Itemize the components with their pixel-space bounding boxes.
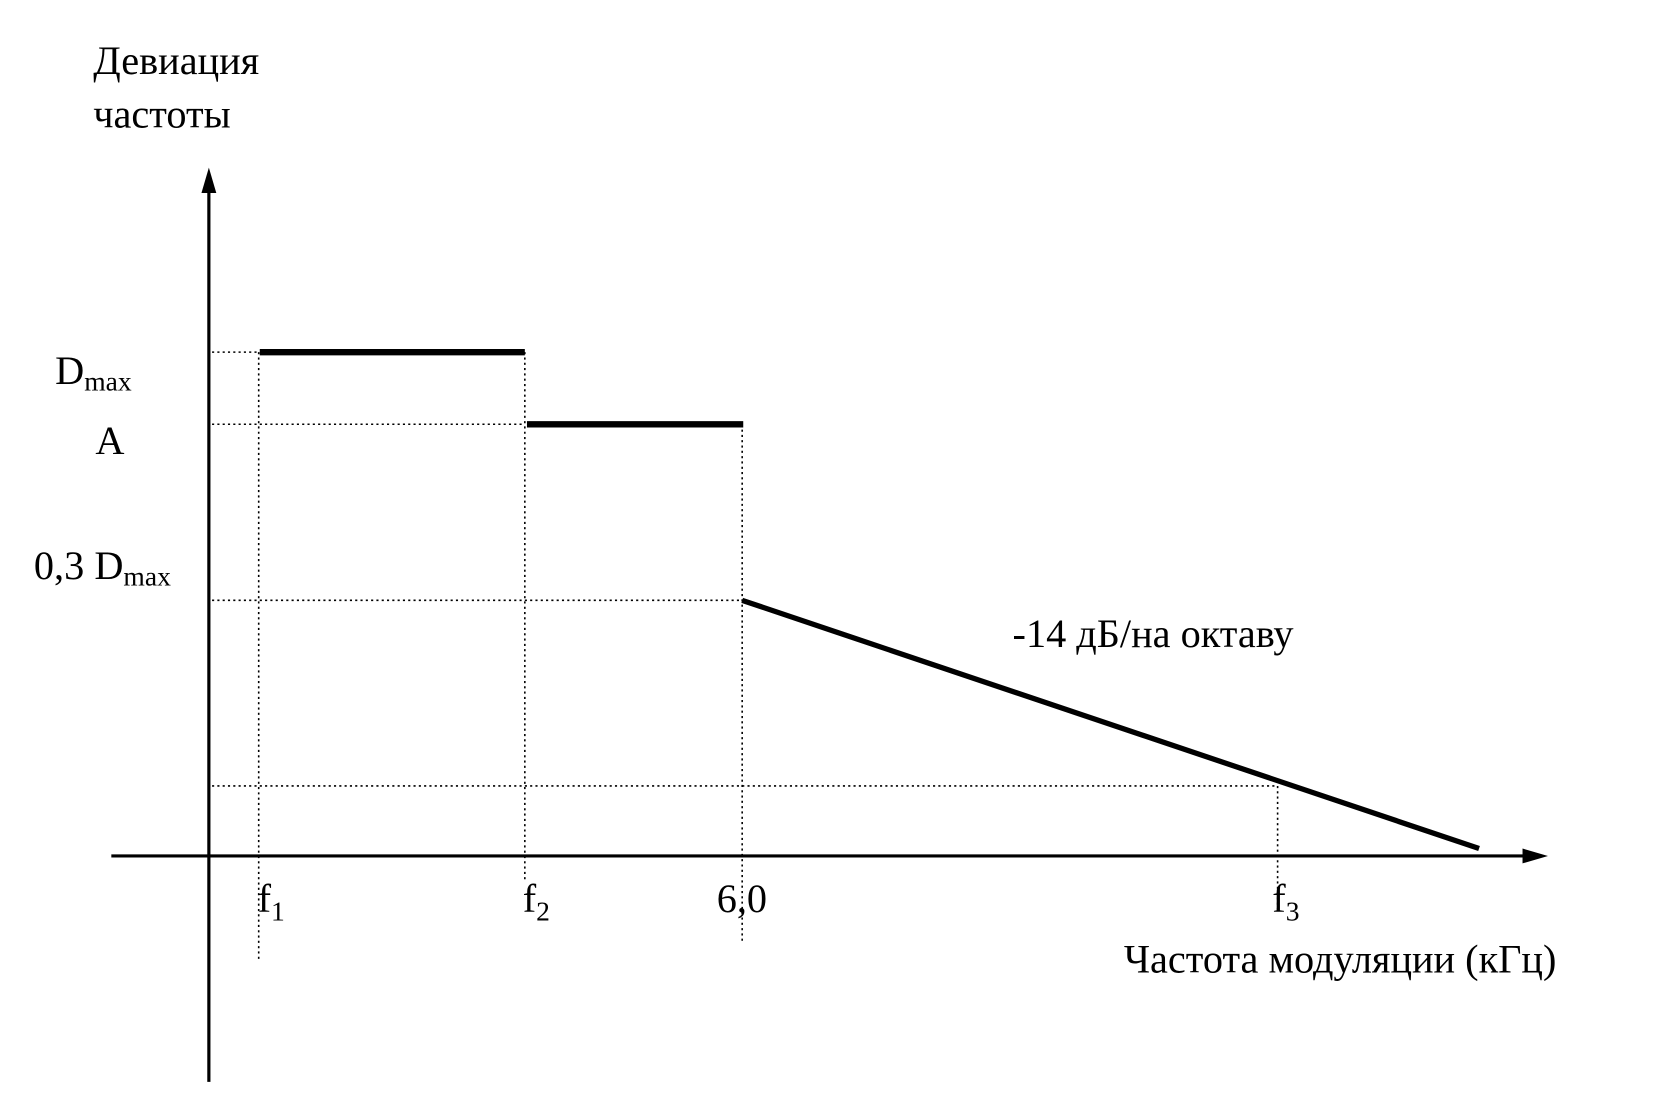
level-sub: max: [84, 365, 132, 396]
mark-base: f: [258, 876, 272, 921]
mark-sub: 1: [271, 896, 285, 927]
mark-sub: 2: [536, 896, 550, 927]
y-axis-label: частоты: [93, 91, 230, 136]
x-mark-label: f2: [523, 876, 550, 926]
mark-sub: 3: [1286, 896, 1300, 927]
y-axis-label: Девиация: [93, 38, 259, 83]
x-mark-label: 6,0: [717, 876, 767, 921]
annotation: -14 дБ/на октаву: [1013, 611, 1294, 656]
x-arrow: [1522, 848, 1548, 864]
level-sub: max: [123, 560, 171, 591]
mark-base: f: [523, 876, 537, 921]
curve-segment: [741, 597, 1480, 852]
x-mark-label: f3: [1272, 876, 1299, 926]
mark-base: f: [1272, 876, 1286, 921]
x-mark-label: f1: [258, 876, 285, 926]
y-level-label: 0,3 Dmax: [34, 543, 171, 591]
y-arrow: [201, 167, 217, 194]
y-level-label: Dmax: [55, 348, 132, 396]
x-axis-label: Частота модуляции (кГц): [1124, 937, 1557, 982]
level-base: 0,3 D: [34, 543, 123, 588]
y-level-label: A: [95, 418, 124, 463]
level-base: D: [55, 348, 84, 393]
